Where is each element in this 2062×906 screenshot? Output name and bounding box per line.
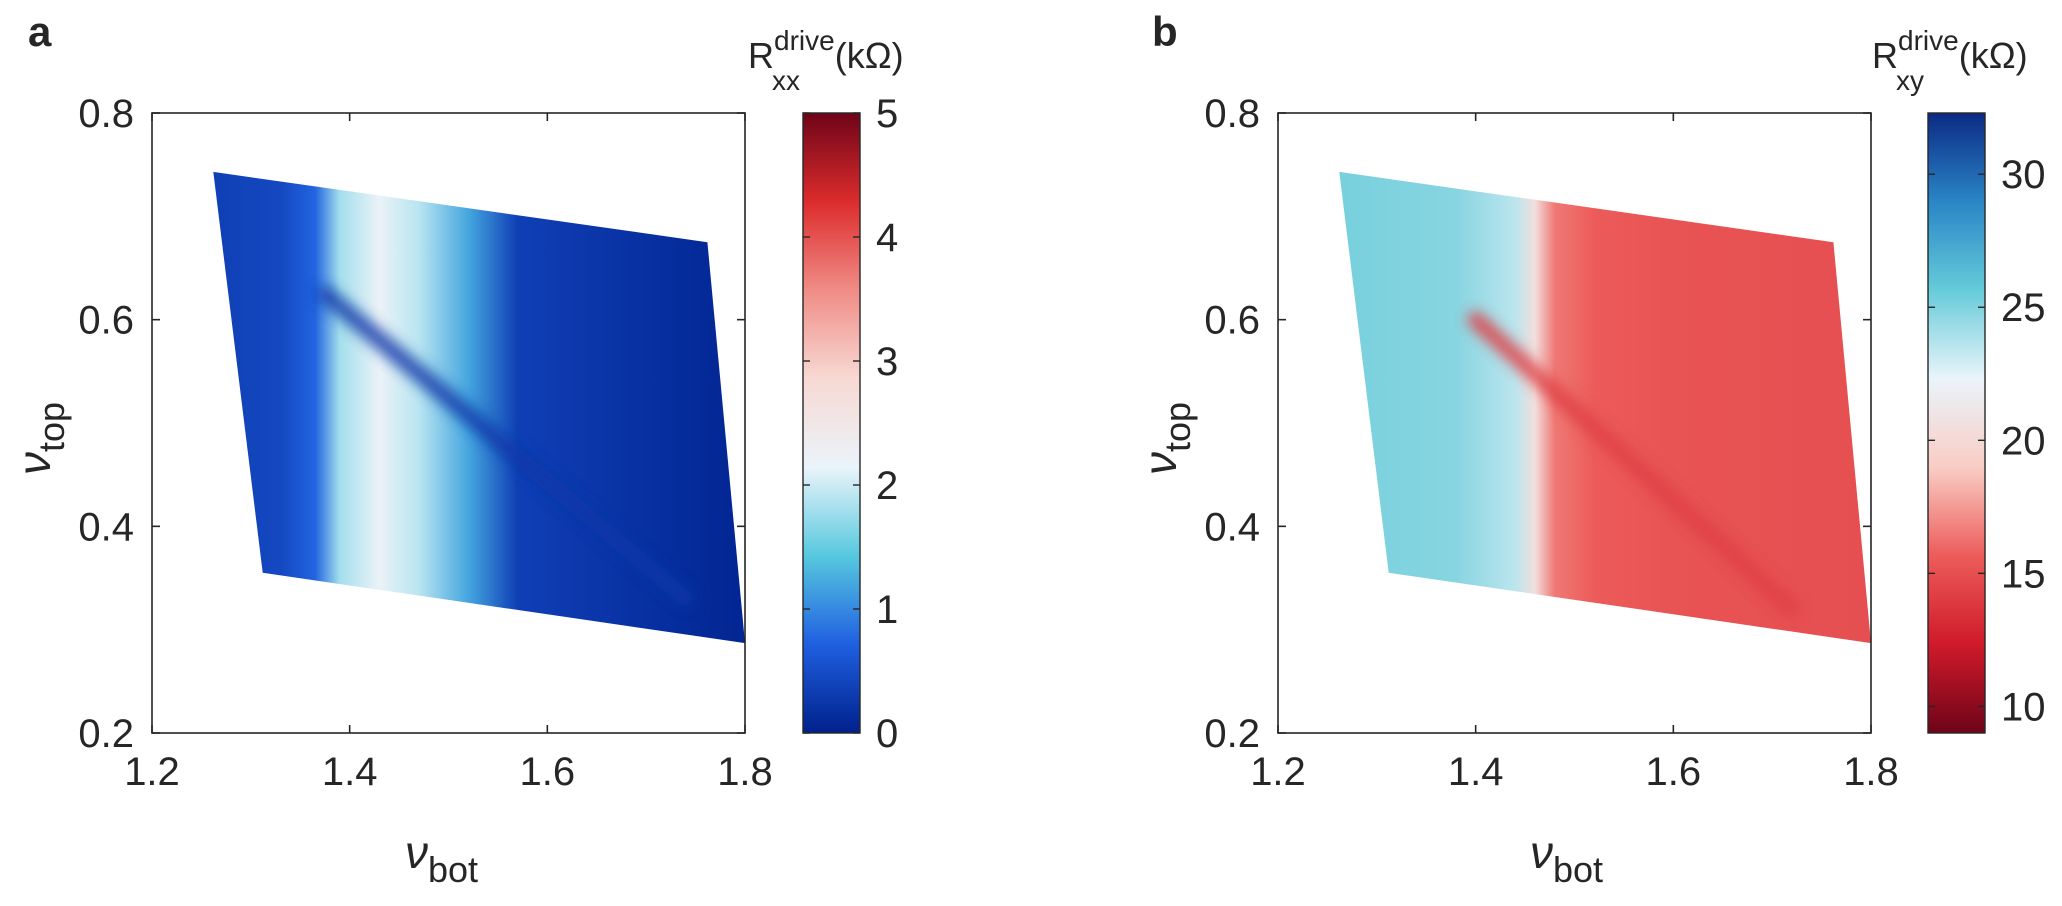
y-axis-label-b: νtop [1134,402,1198,475]
x-tick-label: 1.8 [1843,750,1899,794]
diagonal-feature-b [1467,311,1800,617]
diagonal-feature-a [316,285,694,607]
colorbar-label-a: Rdrive(kΩ) [748,25,904,76]
colorbar-tick-label: 5 [876,92,898,136]
colorbar-gradient-b [1927,112,1986,734]
x-tick-label: 1.4 [322,750,378,794]
panel-a: a 1.2 1.4 1.6 1.8 0.20.40.60.8 νbot νtop 01… [8,8,904,890]
y-ticks-b: 0.2 0.4 0.6 0.8 [1204,92,1871,756]
colorbar-tick-label: 0 [876,712,898,756]
colorbar-label-main-b: R [1872,35,1898,76]
x-tick-label: 1.2 [124,750,180,794]
x-axis-label-a: νbot [405,826,478,890]
colorbar-tick-label: 3 [876,340,898,384]
axes-box-a [151,112,746,734]
x-ticks-a: 1.2 1.4 1.6 1.8 [124,113,773,794]
colorbar-label-main-a: R [748,35,774,76]
colorbar-gradient-a [802,112,861,734]
colorbar-a: 0 1 2 3 4 5 Rdrive(kΩ) xx [748,25,904,756]
y-tick-label: 0.6 [78,299,134,343]
y-label-sub-a: top [31,402,72,452]
y-tick-label: 0.6 [1204,299,1260,343]
colorbar-tick-label: 4 [876,216,898,260]
y-tick-label: 0.8 [1204,92,1260,136]
colorbar-b: 10 15 20 25 30 Rdrive(kΩ) xy [1872,25,2046,734]
x-tick-label: 1.4 [1448,750,1504,794]
y-label-symbol-b: ν [1134,452,1186,475]
colorbar-tick-label: 1 [876,588,898,632]
colorbar-tick-label: 30 [2001,153,2046,197]
x-tick-label: 1.6 [1646,750,1702,794]
colorbar-ticks-a: 0 1 2 3 4 5 [803,92,898,756]
x-ticks-b: 1.2 1.4 1.6 1.8 [1250,113,1899,794]
panel-b: b 1.2 1.4 1.6 1.8 0.20.40.60.8 νbot νtop 10… [1134,8,2046,890]
heatmap-fill-a [213,171,745,644]
y-tick-label: 0.2 [1204,712,1260,756]
y-axis-label-a: νtop [8,402,72,475]
y-ticks-a: 0.2 0.4 0.6 0.8 [78,92,745,756]
heatmap-fill-b [1339,171,1871,644]
x-axis-label-b: νbot [1530,826,1603,890]
colorbar-label-b: Rdrive(kΩ) [1872,25,2028,76]
colorbar-label-unit-a: (kΩ) [835,35,904,76]
y-tick-label: 0.4 [78,505,134,549]
x-label-sub-a: bot [428,849,478,890]
heatmap-b [1339,171,1871,644]
y-tick-label: 0.4 [1204,505,1260,549]
colorbar-label-unit-b: (kΩ) [1959,35,2028,76]
heatmap-region-b [1339,171,1871,644]
x-tick-label: 1.6 [520,750,576,794]
y-label-symbol-a: ν [8,452,60,475]
x-label-symbol-b: ν [1530,826,1553,878]
y-label-sub-b: top [1157,402,1198,452]
axes-box-b [1277,112,1872,734]
colorbar-tick-label: 2 [876,464,898,508]
colorbar-tick-label: 20 [2001,419,2046,463]
x-tick-label: 1.8 [717,750,773,794]
y-tick-label: 0.2 [78,712,134,756]
colorbar-label-sub-b: xy [1896,65,1924,96]
colorbar-tick-label: 25 [2001,286,2046,330]
colorbar-ticks-b: 10 15 20 25 30 [1928,153,2046,729]
colorbar-label-sup-b: drive [1898,25,1959,56]
heatmap-region-a [213,171,745,644]
y-tick-label: 0.8 [78,92,134,136]
x-label-symbol-a: ν [405,826,428,878]
heatmap-a [213,171,745,644]
colorbar-label-sup-a: drive [774,25,835,56]
panel-label-b: b [1152,8,1178,55]
panel-label-a: a [28,8,52,55]
colorbar-label-sub-a: xx [772,65,800,96]
x-tick-label: 1.2 [1250,750,1306,794]
colorbar-tick-label: 10 [2001,685,2046,729]
x-label-sub-b: bot [1553,849,1603,890]
colorbar-tick-label: 15 [2001,552,2046,596]
